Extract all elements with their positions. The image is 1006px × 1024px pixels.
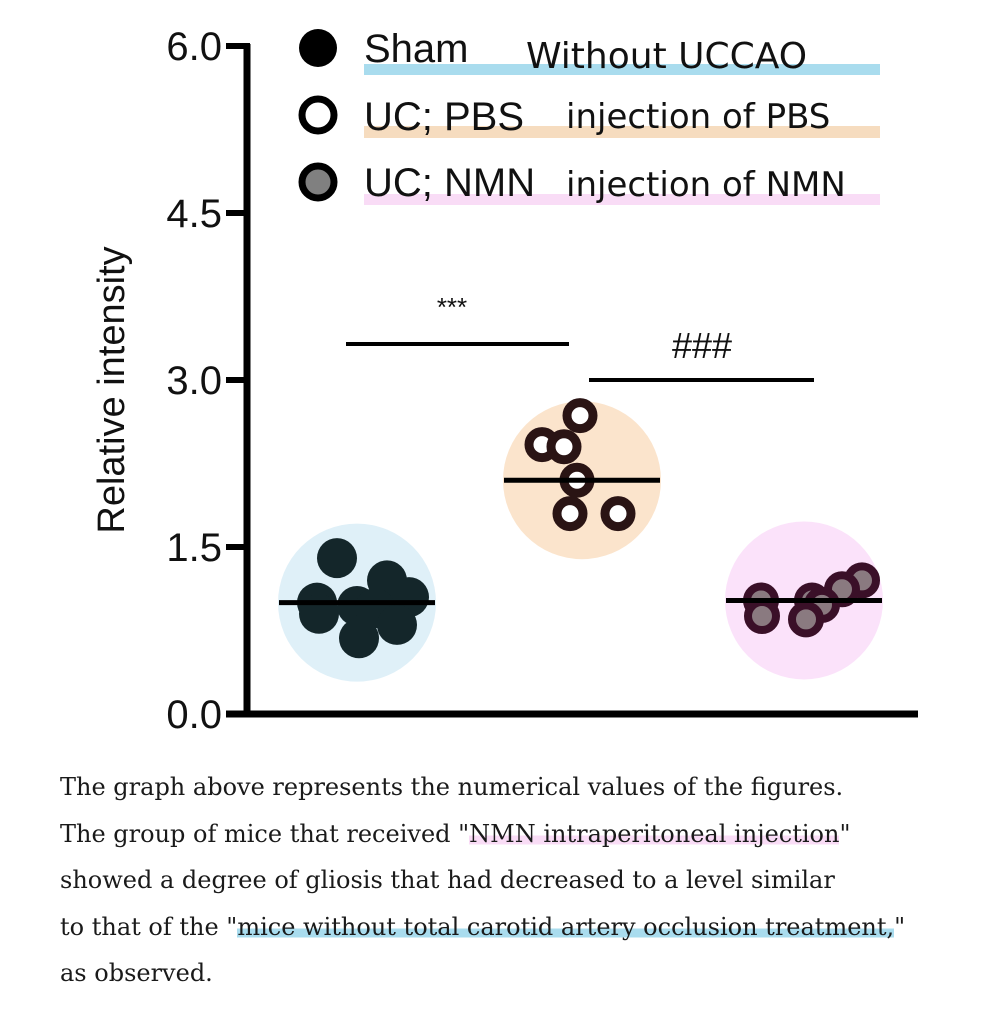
legend-marker-sham <box>299 29 337 67</box>
data-point-sham <box>377 604 417 645</box>
data-point-uc-pbs <box>562 398 598 434</box>
significance-label: *** <box>437 292 467 322</box>
y-tick-label: 0.0 <box>166 693 222 737</box>
caption-line-4-start: to that of the " <box>60 912 238 941</box>
legend-label-nmn: UC; NMN <box>364 161 535 205</box>
caption-line-4-end: " <box>894 912 906 941</box>
caption-line-1: The graph above represents the numerical… <box>60 773 844 801</box>
data-point-uc-pbs <box>546 429 582 465</box>
legend-highlight-sham <box>364 64 880 75</box>
legend-label-pbs: UC; PBS <box>364 95 524 139</box>
caption-line-4: to that of the "mice without total carot… <box>60 904 980 951</box>
legend-label-sham: Sham <box>364 27 469 71</box>
legend-marker-nmn <box>298 162 338 202</box>
data-point-uc-pbs <box>600 496 636 532</box>
y-axis-label: Relative intensity <box>91 246 133 533</box>
significance-annotations: *** ### <box>346 292 814 382</box>
data-point-uc-nmn <box>744 598 780 635</box>
caption: The graph above represents the numerical… <box>60 764 980 997</box>
y-tick-label: 6.0 <box>166 25 222 69</box>
caption-line-3: showed a degree of gliosis that had decr… <box>60 866 835 894</box>
data-point-sham <box>317 538 357 579</box>
caption-line-2-end: " <box>839 819 851 848</box>
data-point-sham <box>299 593 339 634</box>
scatter-chart: Sham Without UCCAO UC; PBS injection of … <box>91 25 918 737</box>
y-ticks: 0.0 1.5 3.0 4.5 6.0 <box>166 25 250 737</box>
y-tick-label: 1.5 <box>166 526 222 570</box>
legend-annotation-pbs: injection of PBS <box>566 97 830 137</box>
legend-marker-pbs <box>298 95 338 135</box>
data-groups <box>278 398 883 682</box>
legend-annotation-nmn: injection of NMN <box>566 165 846 205</box>
y-tick-label: 4.5 <box>166 192 222 236</box>
significance-label: ### <box>672 325 732 366</box>
legend-highlight-nmn <box>364 194 880 205</box>
caption-line-5: as observed. <box>60 959 213 987</box>
data-point-uc-pbs <box>552 496 588 532</box>
caption-highlight-sham: mice without total carotid artery occlus… <box>237 912 895 941</box>
data-point-sham <box>339 618 379 659</box>
caption-highlight-nmn: NMN intraperitoneal injection <box>469 819 840 848</box>
caption-line-2-start: The group of mice that received " <box>60 819 470 848</box>
y-tick-label: 3.0 <box>166 359 222 403</box>
legend-highlight-pbs <box>364 126 880 138</box>
caption-line-2: The group of mice that received "NMN int… <box>60 811 980 858</box>
legend-annotation-sham: Without UCCAO <box>526 36 807 77</box>
data-point-uc-nmn <box>788 601 824 638</box>
